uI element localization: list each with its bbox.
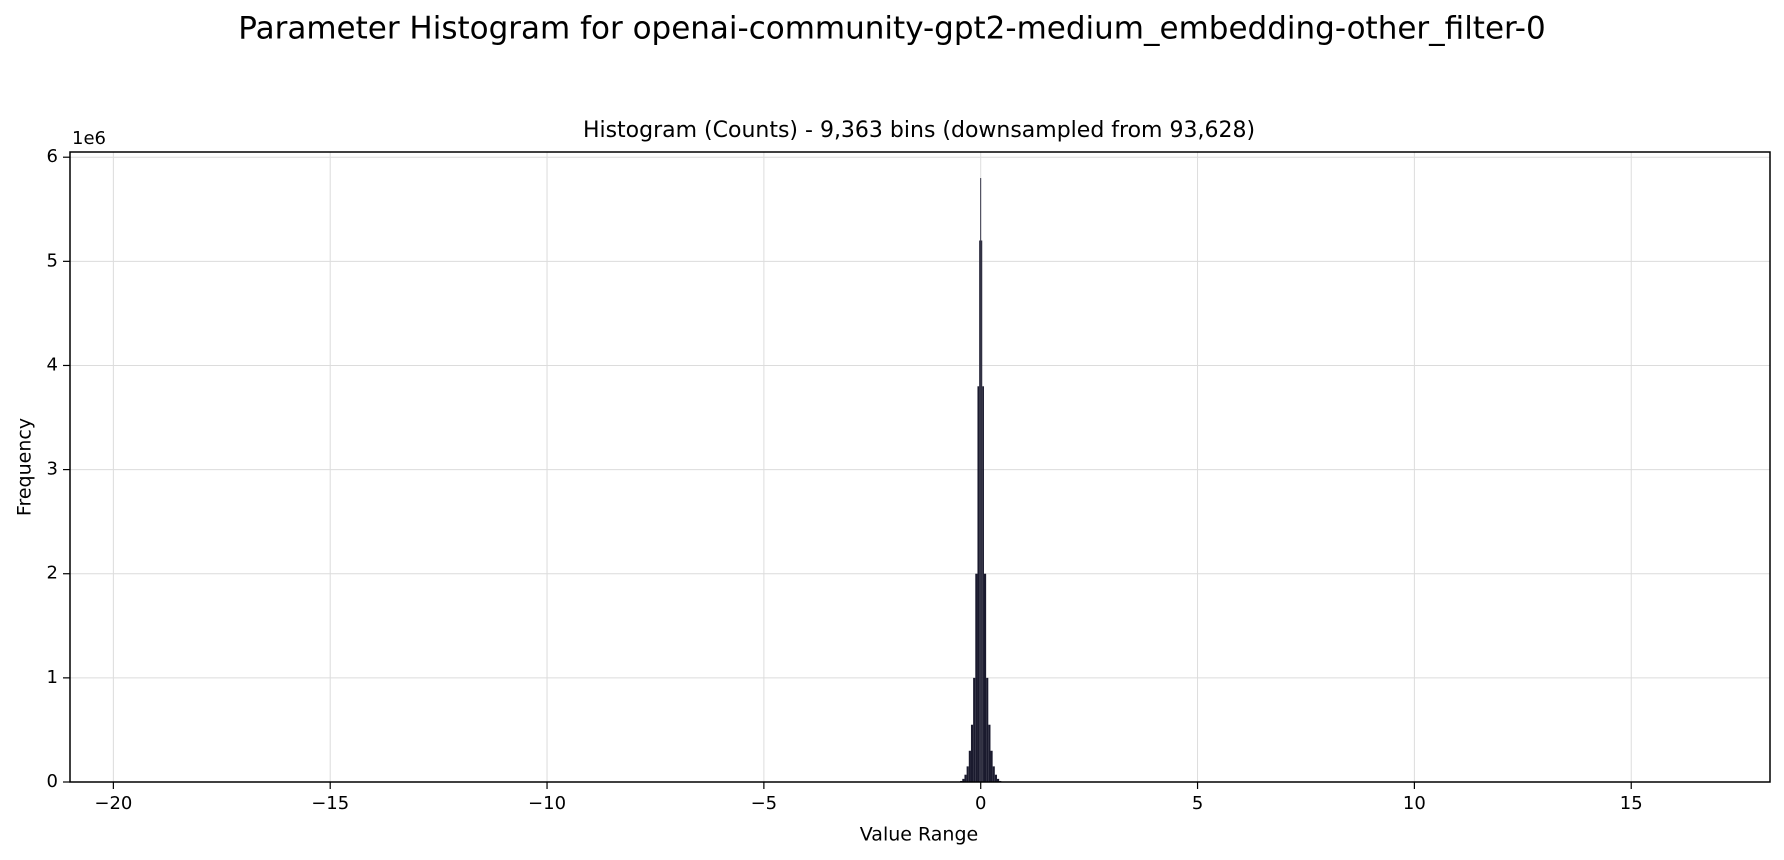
figure-suptitle: Parameter Histogram for openai-community… xyxy=(238,11,1545,47)
histogram-bar xyxy=(968,750,971,782)
histogram-bar xyxy=(977,386,980,782)
x-tick-label: −10 xyxy=(528,793,566,814)
y-tick-label: 2 xyxy=(47,563,58,584)
x-tick-label: 5 xyxy=(1192,793,1203,814)
x-tick-label: 15 xyxy=(1620,793,1643,814)
plot-frame xyxy=(69,151,1771,783)
y-tick-label: 0 xyxy=(47,771,58,792)
histogram-bar xyxy=(990,750,993,782)
histogram-bar xyxy=(975,573,978,782)
x-tick-label: −15 xyxy=(311,793,349,814)
histogram-bar xyxy=(981,240,983,782)
y-tick-label: 5 xyxy=(47,250,58,271)
histogram-bar xyxy=(982,386,984,782)
x-tick-label: −5 xyxy=(751,793,778,814)
histogram-bar xyxy=(988,724,991,782)
x-tick-label: 0 xyxy=(975,793,986,814)
x-tick-label: −20 xyxy=(94,793,132,814)
histogram-bar xyxy=(962,778,965,782)
x-axis-label: Value Range xyxy=(860,824,978,846)
chart-title: Histogram (Counts) - 9,363 bins (downsam… xyxy=(583,118,1255,143)
y-tick-label: 3 xyxy=(47,459,58,480)
histogram-bar xyxy=(970,724,974,782)
histogram-bar xyxy=(992,766,995,782)
histogram-bar xyxy=(979,240,981,782)
y-axis-label: Frequency xyxy=(14,418,36,516)
y-offset-label: 1e6 xyxy=(72,128,106,149)
histogram-bar xyxy=(964,774,967,782)
histogram-bar xyxy=(983,573,987,782)
y-tick-label: 6 xyxy=(47,146,58,167)
histogram-bar xyxy=(986,677,989,782)
histogram-bar xyxy=(980,178,982,782)
histogram-bar xyxy=(973,677,976,782)
histogram-bar xyxy=(996,778,1000,782)
histogram-bar xyxy=(966,766,969,782)
y-tick-label: 1 xyxy=(47,667,58,688)
x-tick-label: 10 xyxy=(1403,793,1426,814)
y-tick-label: 4 xyxy=(47,354,58,375)
histogram-bar xyxy=(994,774,997,782)
